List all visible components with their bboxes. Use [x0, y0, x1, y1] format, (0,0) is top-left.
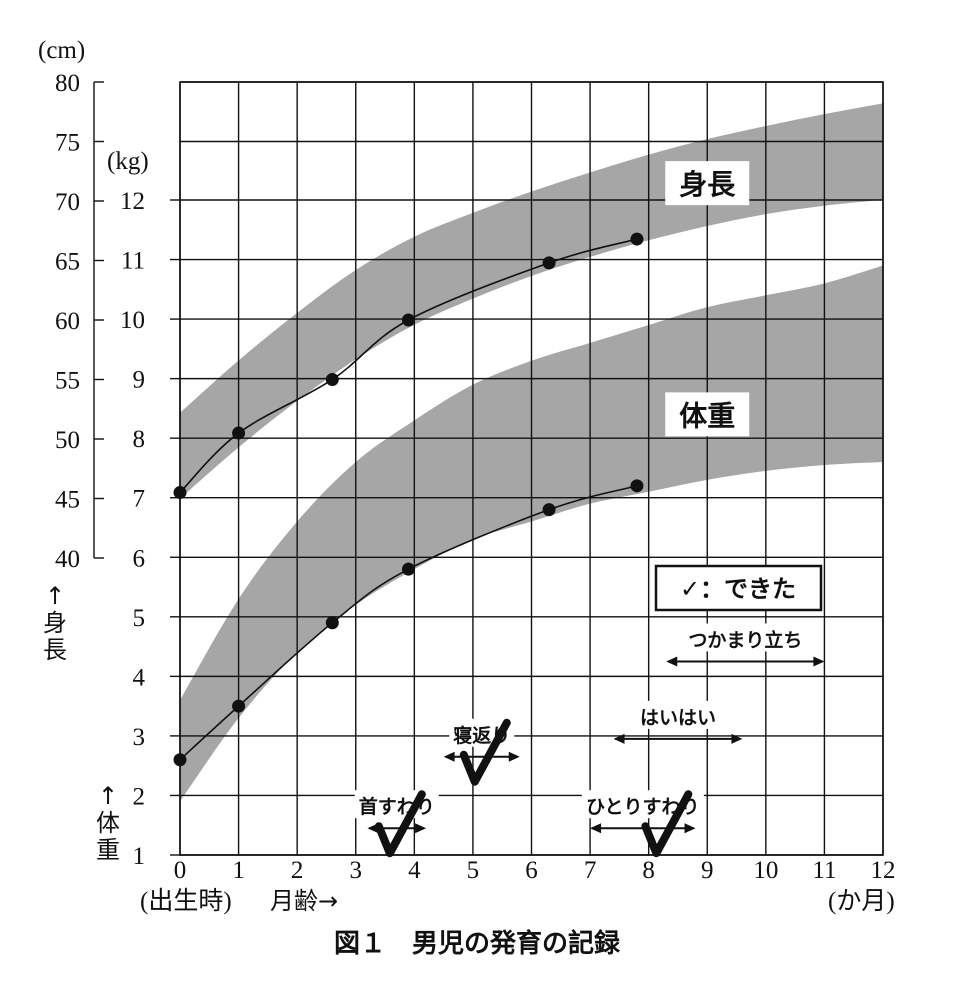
milestone-label: ひとりすわり	[586, 796, 699, 818]
height-tick-label: 70	[55, 189, 80, 216]
weight-axis-label-char: 重	[96, 836, 120, 864]
data-point-weight	[630, 479, 644, 493]
data-point-height	[173, 486, 187, 500]
legend-frame	[654, 564, 823, 612]
band-label-bg	[665, 161, 750, 206]
x-unit-label: (か月)	[828, 888, 895, 915]
weight-tick-label: 10	[120, 307, 145, 334]
weight-unit-label: (kg)	[107, 148, 149, 175]
height-tick-label: 55	[55, 368, 80, 395]
weight-tick-label: 2	[133, 783, 146, 810]
weight-tick-label: 6	[133, 545, 146, 572]
band-label-text: 身長	[679, 168, 736, 201]
height-tick-label: 75	[55, 130, 80, 157]
milestone: ひとりすわり	[581, 790, 704, 858]
data-point-height	[325, 373, 339, 386]
x-tick-label: 9	[701, 857, 714, 884]
weight-axis-label-char: 体	[96, 809, 120, 837]
data-point-weight	[325, 616, 339, 630]
x-tick-label: 12	[871, 857, 896, 884]
x-tick-label: 5	[467, 857, 480, 884]
arrow-head	[684, 823, 696, 834]
x-tick-label: 4	[408, 857, 421, 884]
arrow-head	[508, 751, 520, 762]
check-mark-icon	[641, 790, 693, 858]
x-axis-label: 月齢→	[270, 887, 338, 915]
weight-tick-label: 7	[133, 486, 146, 513]
weight-tick-label: 9	[133, 367, 146, 394]
x-tick-label: 3	[350, 857, 363, 884]
legend-text: ✓：できた	[680, 575, 796, 603]
weight-tick-label: 5	[133, 605, 146, 632]
milestone: 首すわり	[354, 790, 439, 858]
data-point-weight	[232, 699, 246, 713]
x-tick-label: 0	[174, 857, 187, 884]
arrow-head	[443, 751, 455, 762]
weight-tick-label: 1	[133, 843, 146, 870]
check-mark-icon	[374, 790, 426, 858]
arrow-head	[666, 656, 678, 667]
data-point-height	[630, 232, 644, 246]
arrow-head	[813, 656, 825, 667]
x-birth-label: (出生時)	[140, 887, 232, 915]
height-tick-label: 80	[55, 70, 80, 97]
height-axis-label-char: 長	[43, 636, 67, 664]
data-point-height	[542, 256, 556, 270]
height-tick-label: 65	[55, 249, 80, 276]
data-series	[173, 232, 644, 767]
milestone: つかまり立ち	[666, 623, 825, 667]
height-unit-label: (cm)	[38, 37, 85, 64]
chart-title: 図１ 男児の発育の記録	[334, 928, 621, 959]
plot-frame	[179, 81, 884, 856]
x-tick-label: 7	[584, 857, 597, 884]
data-point-weight	[173, 753, 187, 767]
weight-tick-label: 11	[121, 248, 145, 275]
milestone-label: つかまり立ち	[688, 628, 802, 651]
height-tick-label: 50	[55, 427, 80, 454]
x-tick-label: 2	[291, 857, 304, 884]
legend-box: ✓：できた	[654, 564, 823, 612]
grid	[179, 81, 884, 856]
arrow-head	[415, 823, 427, 834]
data-point-weight	[542, 503, 556, 517]
height-axis-label-char: ↑	[45, 582, 65, 610]
band-label-bg	[665, 392, 750, 437]
check-mark-icon	[459, 718, 511, 786]
milestone-label: はいはい	[640, 707, 716, 729]
x-tick-label: 10	[753, 857, 778, 884]
weight-axis-label-char: ↑	[98, 782, 118, 810]
milestone: 寝返り	[443, 718, 520, 786]
data-point-height	[232, 426, 246, 440]
milestone-label-bg	[635, 700, 720, 729]
height-tick-label: 40	[55, 546, 80, 573]
arrow-head	[731, 733, 743, 744]
data-point-weight	[401, 562, 415, 576]
milestone: はいはい	[613, 700, 743, 744]
height-tick-label: 45	[55, 487, 80, 514]
band-label: 身長	[665, 161, 750, 206]
x-tick-label: 8	[642, 857, 655, 884]
arrow-head	[613, 733, 625, 744]
data-point-height	[401, 313, 415, 327]
milestone-label-bg	[684, 623, 807, 652]
height-tick-label: 60	[55, 308, 80, 335]
band-label: 体重	[665, 392, 750, 437]
x-tick-label: 11	[812, 857, 836, 884]
x-tick-label: 1	[232, 857, 245, 884]
weight-tick-label: 3	[133, 724, 146, 751]
weight-tick-label: 8	[133, 426, 146, 453]
weight-tick-label: 12	[120, 188, 145, 215]
x-tick-label: 6	[525, 857, 538, 884]
band-label-text: 体重	[679, 399, 735, 432]
height-axis-label-char: 身	[43, 609, 67, 637]
weight-tick-label: 4	[133, 664, 146, 691]
arrow-head	[590, 823, 602, 834]
